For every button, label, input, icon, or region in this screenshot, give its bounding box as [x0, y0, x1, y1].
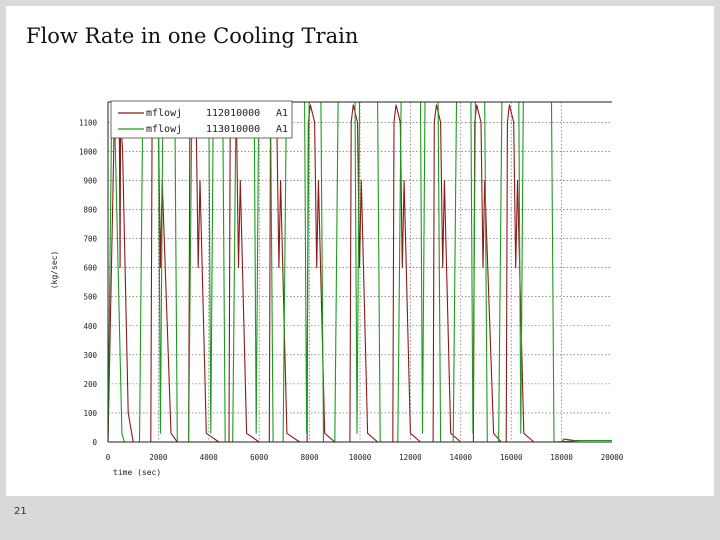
x-tick-label: 18000 — [550, 453, 573, 462]
x-tick-label: 6000 — [250, 453, 269, 462]
legend-series-id-1: 112010000 — [206, 108, 260, 119]
series-line-113010000 — [107, 101, 612, 443]
x-tick-label: 14000 — [450, 453, 473, 462]
x-tick-label: 20000 — [601, 453, 624, 462]
legend-series-id-2: 113010000 — [206, 124, 260, 135]
legend-series-tag-2: A1 — [276, 124, 288, 135]
y-tick-label: 700 — [83, 235, 97, 244]
slide-title: Flow Rate in one Cooling Train — [26, 24, 359, 48]
y-tick-label: 500 — [83, 293, 97, 302]
y-tick-label: 1100 — [79, 118, 98, 127]
grid-layer — [108, 102, 612, 442]
legend-box — [110, 100, 293, 139]
y-tick-label: 400 — [83, 322, 97, 331]
x-tick-label: 16000 — [500, 453, 523, 462]
y-tick-label: 600 — [83, 264, 97, 273]
y-tick-label: 800 — [83, 206, 97, 215]
y-tick-label: 200 — [83, 380, 97, 389]
slide-number: 21 — [14, 506, 27, 517]
legend-series-name-1: mflowj — [146, 108, 182, 119]
axes-layer: 0 100 200 300 400 500 600 700 800 900 1000 1100 0 200… — [79, 101, 624, 462]
y-tick-label: 0 — [92, 438, 97, 447]
y-tick-label: 100 — [83, 409, 97, 418]
x-tick-label: 10000 — [349, 453, 372, 462]
x-tick-label: 8000 — [301, 453, 320, 462]
y-axis-label: (kg/sec) — [50, 251, 59, 290]
x-tick-label: 12000 — [399, 453, 422, 462]
legend: mflowj 112010000 A1 mflowj 113010000 A1 — [110, 100, 293, 139]
x-tick-label: 4000 — [200, 453, 219, 462]
y-tick-label: 1000 — [79, 147, 98, 156]
y-tick-label: 900 — [83, 176, 97, 185]
series-layer — [107, 101, 612, 443]
legend-series-tag-1: A1 — [276, 108, 288, 119]
y-tick-label: 300 — [83, 351, 97, 360]
x-tick-label: 2000 — [149, 453, 168, 462]
x-tick-label: 0 — [106, 453, 111, 462]
series-line-112010000 — [107, 104, 612, 443]
x-axis-label: time (sec) — [113, 468, 161, 477]
legend-series-name-2: mflowj — [146, 124, 182, 135]
